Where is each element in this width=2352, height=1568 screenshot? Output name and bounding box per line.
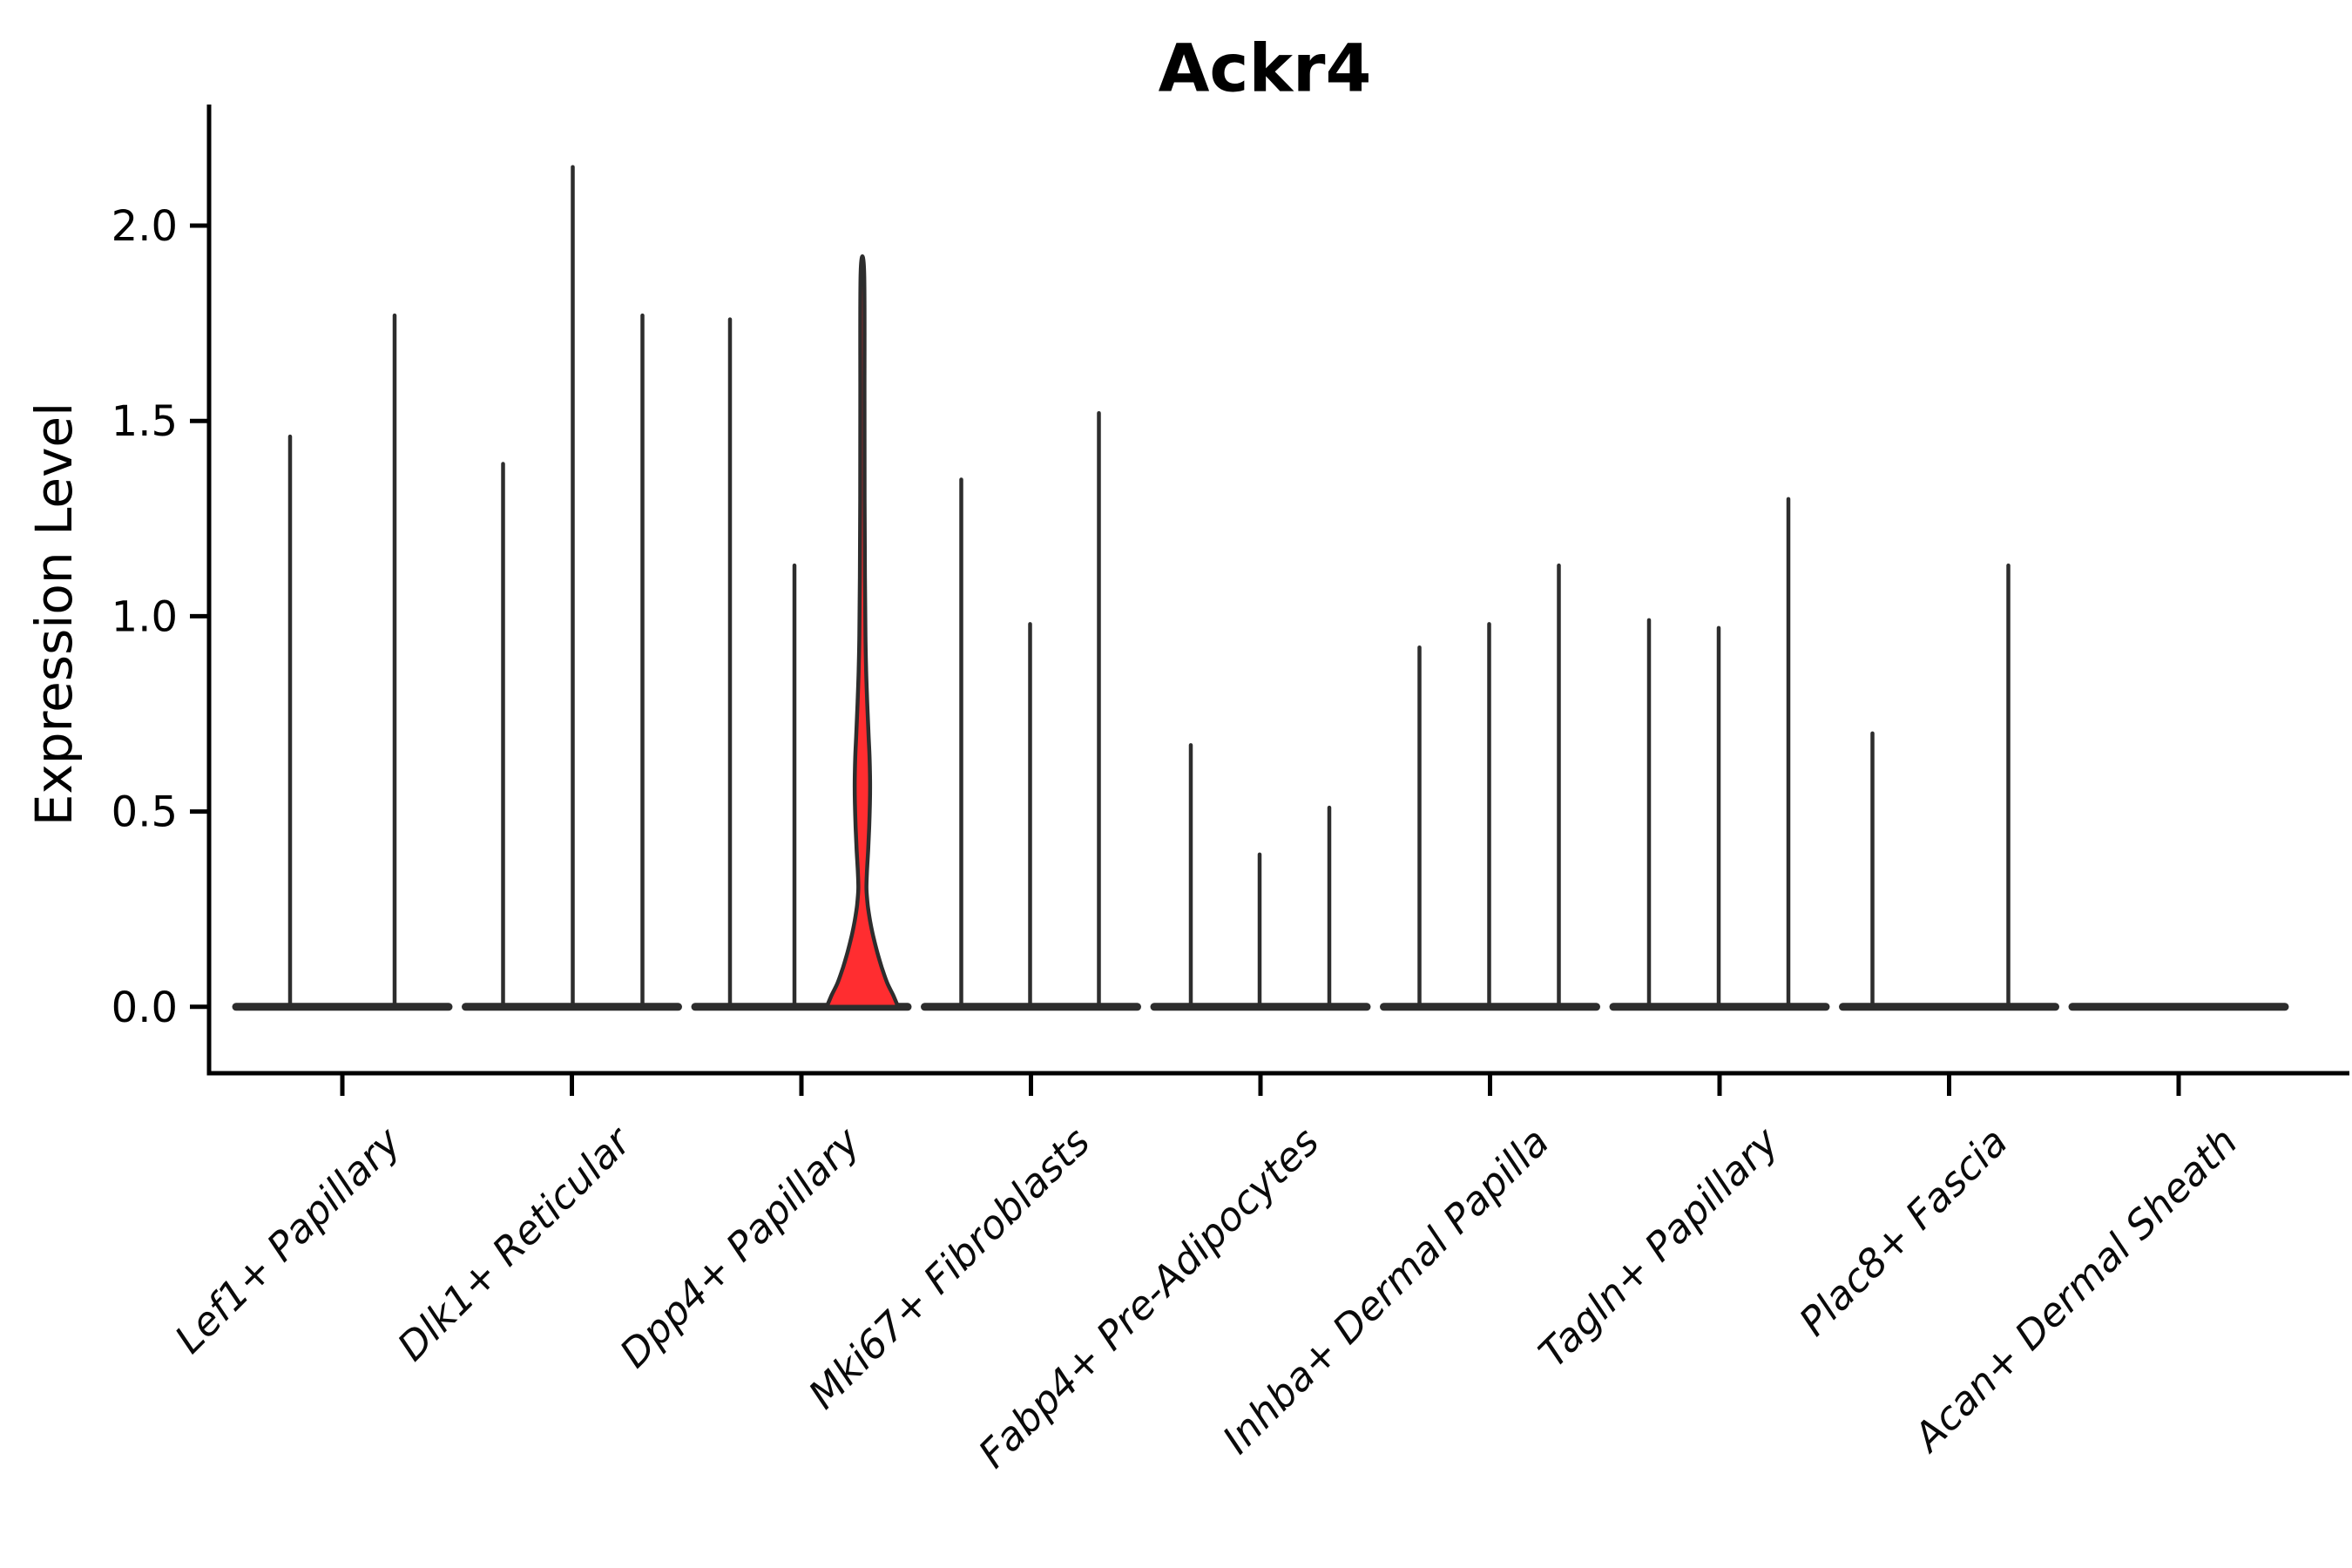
plot-title: Ackr4 bbox=[1158, 29, 1372, 107]
y-tick-label: 0.5 bbox=[112, 788, 178, 837]
y-tick-label: 2.0 bbox=[112, 202, 178, 251]
highlight-violin bbox=[824, 254, 901, 1010]
y-tick-label: 1.5 bbox=[112, 397, 178, 446]
y-tick-label: 0.0 bbox=[112, 983, 178, 1032]
y-tick-label: 1.0 bbox=[112, 592, 178, 641]
y-axis-label: Expression Level bbox=[24, 402, 84, 827]
